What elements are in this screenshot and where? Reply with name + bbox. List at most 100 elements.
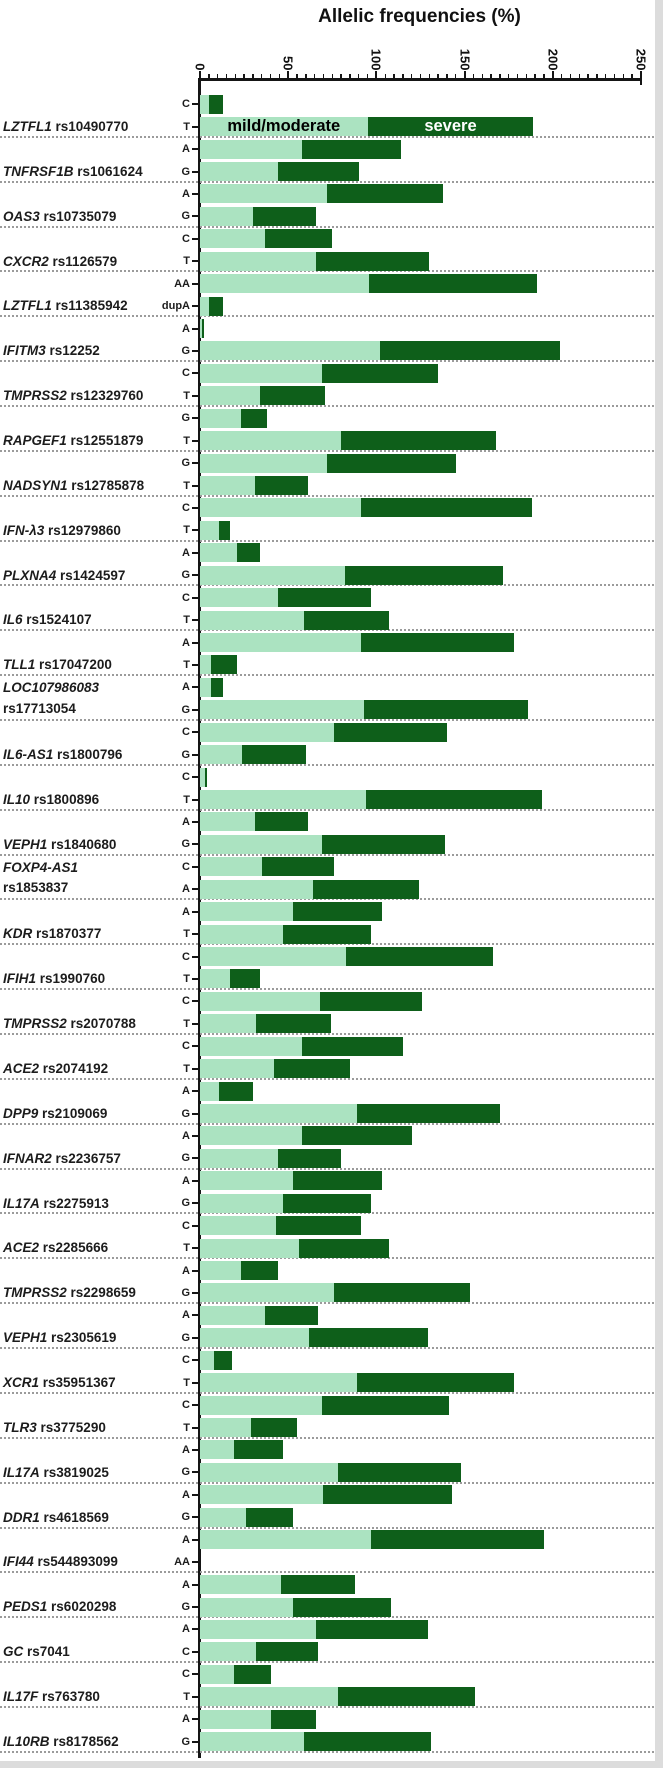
gene-group: GC rs7041 A C xyxy=(0,1618,654,1664)
allele-tick-label: T xyxy=(183,479,190,492)
gene-group: IFN-λ3 rs12979860 C T xyxy=(0,497,654,542)
bar-segment-severe xyxy=(316,1619,428,1639)
bar-segment-severe xyxy=(282,1193,372,1213)
allele-tick-label: A xyxy=(182,1174,190,1187)
rs-id: rs1424597 xyxy=(60,567,126,583)
allele-tick-mark xyxy=(191,551,198,554)
gene-group: NADSYN1 rs12785878 G T xyxy=(0,452,654,497)
allele-frequency-bar xyxy=(200,947,493,967)
bar-segment-mild-moderate xyxy=(200,677,211,697)
allele-tick-label: A xyxy=(182,1713,190,1726)
allele-tick-label: G xyxy=(181,748,190,761)
bar-segment-severe xyxy=(256,1014,331,1034)
gene-group: IFNAR2 rs2236757 A G xyxy=(0,1125,654,1170)
allele-frequency-bar xyxy=(200,341,560,361)
x-axis-minor-tick xyxy=(481,74,483,78)
gene-name: DPP9 xyxy=(3,1105,39,1121)
allele-tick-label: A xyxy=(182,905,190,918)
allele-tick-mark xyxy=(191,1493,198,1496)
rs-id: rs2109069 xyxy=(42,1105,108,1121)
gene-name: IFITM3 xyxy=(3,343,46,359)
allele-tick-mark xyxy=(191,103,198,106)
bar-segment-mild-moderate xyxy=(200,1462,338,1482)
allele-frequency-bar: mild/moderate severe xyxy=(200,117,534,137)
rs-id: rs3819025 xyxy=(43,1464,109,1480)
allele-tick-label: A xyxy=(182,1309,190,1322)
x-axis-minor-tick xyxy=(358,74,360,78)
allele-tick-label: G xyxy=(181,1197,190,1210)
gene-label: TNFRSF1B rs1061624 xyxy=(3,164,191,180)
bar-segment-mild-moderate xyxy=(200,790,366,810)
allele-tick-mark xyxy=(191,977,198,980)
x-axis-minor-tick xyxy=(613,74,616,78)
x-axis-tick-label: 100 xyxy=(368,48,384,70)
x-axis-minor-tick xyxy=(596,74,598,78)
gene-label: VEPH1 rs1840680 xyxy=(3,837,191,853)
x-axis-minor-tick xyxy=(543,74,545,78)
gene-label: TMPRSS2 rs2298659 xyxy=(3,1285,191,1301)
allele-frequency-bar xyxy=(200,633,514,652)
allele-tick-mark xyxy=(191,1449,198,1451)
bar-segment-severe xyxy=(233,1664,271,1684)
allele-tick-label: C xyxy=(182,860,190,873)
bar-segment-mild-moderate xyxy=(200,1373,357,1393)
rs-id: rs10735079 xyxy=(43,208,117,224)
gene-group: IFI44 rs544893099 A AA xyxy=(0,1529,654,1574)
allele-tick-label: C xyxy=(182,1219,190,1232)
allele-tick-label: A xyxy=(182,883,190,896)
allele-frequency-bar xyxy=(200,1171,382,1191)
bar-segment-severe xyxy=(259,386,326,406)
allele-tick-label: T xyxy=(183,614,190,627)
x-axis-minor-tick xyxy=(437,74,439,78)
bar-segment-mild-moderate xyxy=(200,565,345,585)
allele-frequency-bar xyxy=(200,565,504,585)
bar-segment-mild-moderate xyxy=(200,588,278,608)
allele-frequency-bar xyxy=(200,1148,342,1168)
bar-segment-severe xyxy=(293,1171,382,1191)
allele-frequency-bar xyxy=(200,1328,428,1348)
allele-tick-label: A xyxy=(182,187,190,200)
allele-tick-mark xyxy=(191,1224,198,1227)
gene-group: TLL1 rs17047200 A T xyxy=(0,631,654,677)
allele-tick-label: T xyxy=(183,1062,190,1075)
bar-segment-severe xyxy=(379,341,560,361)
gene-group: VEPH1 rs1840680 A G xyxy=(0,811,654,856)
bar-segment-severe xyxy=(293,1597,391,1617)
allele-tick-label: T xyxy=(183,1242,190,1255)
rs-id: rs3775290 xyxy=(40,1419,106,1435)
x-axis-minor-tick xyxy=(472,74,475,78)
x-axis-tick-label: 0 xyxy=(192,62,208,70)
legend-mild-moderate-label: mild/moderate xyxy=(227,117,341,136)
allele-tick-label: G xyxy=(181,703,190,716)
bar-segment-severe xyxy=(334,722,447,742)
bar-segment-mild-moderate xyxy=(200,453,327,473)
gene-name: RAPGEF1 xyxy=(3,432,67,448)
allele-frequency-bar xyxy=(200,318,204,338)
x-axis-minor-tick xyxy=(393,74,395,78)
gene-label: IFI44 rs544893099 xyxy=(3,1554,191,1570)
bar-segment-mild-moderate xyxy=(200,139,303,159)
bar-segment-severe xyxy=(371,1530,544,1550)
x-axis-minor-tick xyxy=(234,74,236,78)
allele-tick-label: T xyxy=(183,1376,190,1389)
allele-tick-mark xyxy=(191,1740,198,1743)
bar-segment-mild-moderate xyxy=(200,1238,299,1258)
gene-group: IL10 rs1800896 C T xyxy=(0,766,654,811)
allele-frequency-bar xyxy=(200,790,543,810)
gene-group: ACE2 rs2074192 C T xyxy=(0,1035,654,1080)
bar-segment-severe xyxy=(346,947,493,967)
allele-tick-label: A xyxy=(182,1129,190,1142)
gene-label: LOC107986083 rs17713054 xyxy=(3,678,191,719)
bar-segment-severe xyxy=(277,161,359,181)
x-axis-minor-tick xyxy=(490,74,492,78)
allele-tick-label: A xyxy=(182,1264,190,1277)
allele-tick-mark xyxy=(191,327,198,330)
allele-tick-mark xyxy=(191,1359,198,1362)
allele-tick-label: C xyxy=(182,1354,190,1367)
allele-tick-mark xyxy=(191,1045,198,1048)
bar-segment-severe xyxy=(256,1642,319,1662)
gene-label: IL6 rs1524107 xyxy=(3,612,191,628)
x-axis-minor-tick xyxy=(605,74,607,78)
allele-tick-label: G xyxy=(181,1511,190,1524)
bar-segment-severe xyxy=(304,610,389,630)
